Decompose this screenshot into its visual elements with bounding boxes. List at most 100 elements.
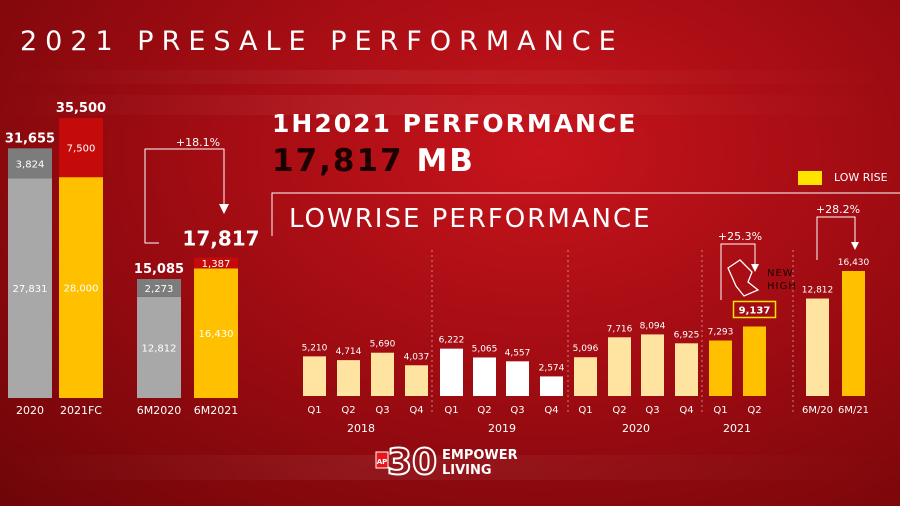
x-tick-label: Q2 xyxy=(612,405,626,416)
growth-arrow-icon xyxy=(751,264,759,272)
x-tick-label: Q2 xyxy=(341,405,355,416)
lowrise-bar xyxy=(641,334,664,396)
x-tick-label: Q4 xyxy=(544,405,558,416)
logo-badge-text: AP xyxy=(377,458,388,466)
x-tick-label: Q3 xyxy=(645,405,659,416)
group-label: 2018 xyxy=(347,422,375,435)
lowrise-value-label: 4,714 xyxy=(336,347,362,357)
bar-label-top: 3,824 xyxy=(16,159,45,170)
x-tick-label: Q2 xyxy=(747,405,761,416)
bar-total-label: 15,085 xyxy=(134,262,184,277)
growth-bracket xyxy=(816,216,856,260)
bg-streak xyxy=(0,95,900,115)
growth-bracket xyxy=(144,148,225,244)
lowrise-value-label: 7,293 xyxy=(708,328,734,338)
headline-number: 17,817 xyxy=(272,143,404,179)
growth-annotation: +28.2% xyxy=(816,203,860,216)
x-tick-label: 2020 xyxy=(16,404,44,417)
x-tick-label: Q2 xyxy=(477,405,491,416)
lowrise-bar xyxy=(675,343,698,396)
legend-swatch-lowrise xyxy=(798,171,822,185)
page-title: 2021 PRESALE PERFORMANCE xyxy=(20,26,624,57)
logo-badge-icon xyxy=(375,451,389,469)
lowrise-value-label: 8,094 xyxy=(640,321,666,331)
logo-text-line1: EMPOWER xyxy=(442,448,518,463)
lowrise-value-label: 5,690 xyxy=(370,340,396,350)
bar-label-base: 27,831 xyxy=(13,284,48,295)
new-high-label: NEW xyxy=(767,268,794,279)
new-high-label: HIGH xyxy=(767,281,797,292)
lowrise-bar xyxy=(574,357,597,396)
lowrise-bar xyxy=(608,337,631,396)
group-label: 2020 xyxy=(622,422,650,435)
x-tick-label: Q4 xyxy=(409,405,423,416)
headline-unit: MB xyxy=(416,143,475,179)
stacked-bar-base xyxy=(194,268,238,398)
lowrise-value-label: 5,096 xyxy=(573,344,599,354)
x-tick-label: Q1 xyxy=(444,405,458,416)
growth-bracket xyxy=(720,243,756,300)
lowrise-value-label: 7,716 xyxy=(607,324,633,334)
bar-total-label: 31,655 xyxy=(5,131,55,146)
x-tick-label: 6M2020 xyxy=(137,404,181,417)
panel-frame xyxy=(271,192,900,236)
x-tick-label: Q4 xyxy=(679,405,693,416)
headline-value: 17,817 MB xyxy=(272,143,475,179)
x-tick-label: 6M/20 xyxy=(802,405,833,416)
logo-text-line2: LIVING xyxy=(442,463,492,478)
bar-label-base: 28,000 xyxy=(64,284,99,295)
lowrise-value-label: 6,222 xyxy=(439,336,465,346)
x-tick-label: 6M/21 xyxy=(838,405,869,416)
bar-label-top: 1,387 xyxy=(202,259,231,270)
x-tick-label: 2021FC xyxy=(60,404,102,417)
lowrise-value-label: 6,925 xyxy=(674,330,700,340)
lowrise-value-label: 2,574 xyxy=(539,363,565,373)
lowrise-bar xyxy=(473,357,496,396)
group-label: 2019 xyxy=(488,422,516,435)
stacked-bar-top xyxy=(137,279,181,297)
stacked-bar-top xyxy=(8,148,52,179)
lowrise-value-label: 16,430 xyxy=(838,258,870,268)
growth-annotation: +18.1% xyxy=(176,136,220,149)
legend-label-lowrise: LOW RISE xyxy=(834,171,888,184)
lowrise-bar xyxy=(303,356,326,396)
empower-living-logo: AP 30 xyxy=(375,441,438,484)
bar-label-base: 16,430 xyxy=(199,329,234,340)
lowrise-value-label: 5,210 xyxy=(302,343,328,353)
lowrise-value-label: 5,065 xyxy=(472,344,498,354)
bar-label-base: 12,812 xyxy=(142,343,177,354)
growth-arrow-icon xyxy=(851,242,859,250)
x-tick-label: 6M2021 xyxy=(194,404,238,417)
lowrise-bar xyxy=(743,326,766,396)
bar-total-label: 17,817 xyxy=(182,226,259,250)
group-label: 2021 xyxy=(723,422,751,435)
lowrise-bar xyxy=(540,376,563,396)
hand-pointer-icon xyxy=(727,259,760,297)
highlight-box xyxy=(732,300,777,319)
lowrise-value-label: 12,812 xyxy=(802,286,834,296)
lowrise-value-label: 9,137 xyxy=(739,305,771,316)
bg-streak xyxy=(0,455,900,480)
lowrise-bar xyxy=(440,348,463,396)
logo-number: 30 xyxy=(387,442,437,483)
lowrise-bar xyxy=(506,361,529,396)
lowrise-value-label: 4,557 xyxy=(505,348,531,358)
growth-annotation: +25.3% xyxy=(718,230,762,243)
logo-text: EMPOWER LIVING xyxy=(442,448,518,478)
lowrise-bar xyxy=(709,340,732,396)
headline-title: 1H2021 PERFORMANCE xyxy=(272,109,638,138)
x-tick-label: Q3 xyxy=(375,405,389,416)
stacked-bar-base xyxy=(137,296,181,398)
lowrise-bar xyxy=(371,352,394,396)
x-tick-label: Q3 xyxy=(510,405,524,416)
lowrise-bar xyxy=(405,365,428,396)
bg-streak xyxy=(0,70,900,84)
bar-total-label: 35,500 xyxy=(56,101,106,116)
lowrise-panel-title: LOWRISE PERFORMANCE xyxy=(289,204,652,234)
lowrise-value-label: 4,037 xyxy=(404,352,430,362)
bar-label-top: 7,500 xyxy=(67,144,96,155)
growth-arrow-icon xyxy=(219,204,229,214)
x-tick-label: Q1 xyxy=(713,405,727,416)
stacked-bar-base xyxy=(8,178,52,398)
